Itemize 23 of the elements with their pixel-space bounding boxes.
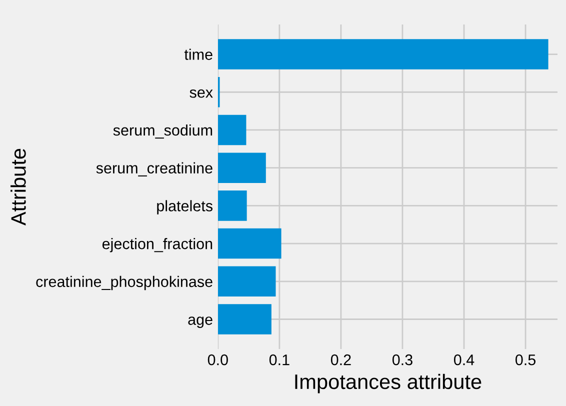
y-tick-label: creatinine_phosphokinase bbox=[36, 276, 212, 290]
bar bbox=[218, 152, 266, 183]
x-tick-label: 0.1 bbox=[269, 354, 290, 366]
y-axis-title: Attribute bbox=[10, 148, 26, 226]
x-axis-title: Impotances attribute bbox=[295, 374, 482, 394]
bar bbox=[218, 114, 246, 146]
y-tick-label: sex bbox=[190, 89, 213, 98]
bar bbox=[218, 39, 548, 70]
bar bbox=[218, 228, 282, 259]
y-tick-label: serum_creatinine bbox=[96, 162, 212, 176]
bar bbox=[218, 190, 247, 221]
y-tick-label: ejection_fraction bbox=[102, 238, 212, 252]
y-tick-label: time bbox=[184, 48, 212, 60]
x-tick-label: 0.5 bbox=[515, 354, 536, 366]
x-tick-label: 0.0 bbox=[208, 354, 228, 366]
y-tick-label: platelets bbox=[157, 200, 212, 214]
y-tick-label: age bbox=[188, 316, 212, 328]
x-tick-label: 0.4 bbox=[454, 354, 474, 366]
bar bbox=[218, 304, 272, 334]
y-tick-label: serum_sodium bbox=[113, 124, 212, 139]
x-tick-label: 0.3 bbox=[392, 354, 412, 366]
x-tick-label: 0.2 bbox=[330, 354, 351, 366]
bar bbox=[218, 266, 276, 297]
